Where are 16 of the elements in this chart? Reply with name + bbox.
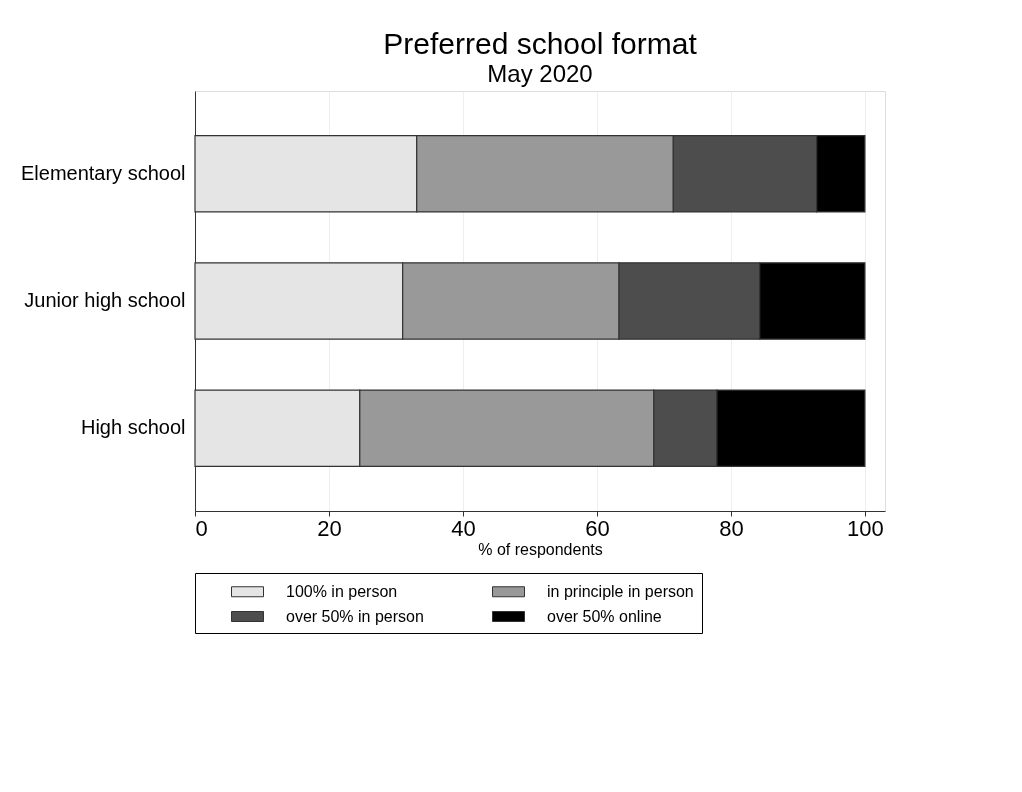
y-tick-label: High school [80, 416, 186, 439]
legend-label: over 50% in person [286, 607, 424, 625]
legend-label: 100% in person [286, 582, 398, 600]
x-axis-title: % of respondents [478, 540, 603, 558]
x-tick-label: 60 [585, 515, 610, 541]
y-tick-label: Elementary school [20, 161, 186, 184]
y-tick-label: Junior high school [24, 289, 186, 311]
legend-label: in principle in person [547, 582, 694, 600]
chart-subtitle: May 2020 [487, 60, 593, 87]
x-tick-label: 40 [451, 515, 476, 541]
x-tick-label: 100 [847, 515, 884, 541]
legend-label: over 50% online [547, 607, 662, 625]
chart-title: Preferred school format [383, 27, 698, 60]
x-tick-label: 0 [195, 515, 208, 541]
x-tick-label: 20 [317, 515, 342, 541]
x-tick-label: 80 [719, 515, 744, 541]
